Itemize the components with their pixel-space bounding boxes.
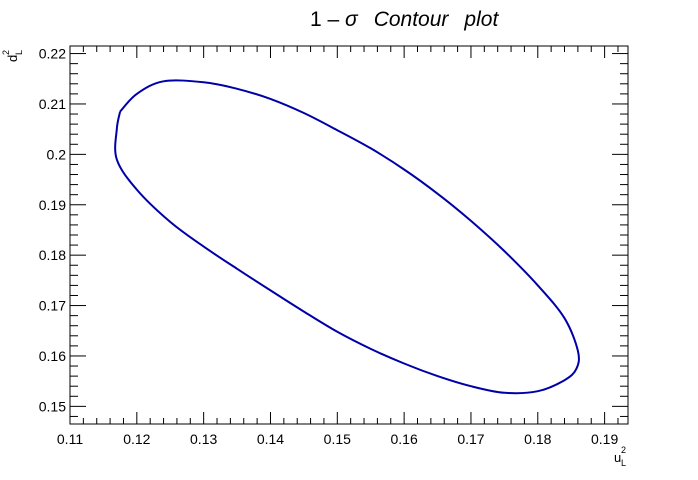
chart-title: 1 – σ Contour plot [310,8,499,31]
x-tick-label: 0.17 [457,431,484,447]
x-tick-labels: 0.11 0.12 0.13 0.14 0.15 0.16 0.17 0.18 0.19 [57,431,619,447]
x-tick-label: 0.19 [591,431,618,447]
series-layer [114,79,580,395]
x-tick-label: 0.18 [524,431,551,447]
y-axis-label: d 2 L [1,50,24,62]
y-tick-labels: 0.15 0.16 0.17 0.18 0.19 0.2 0.21 0.22 [39,46,66,415]
y-tick-label: 0.16 [39,348,66,364]
svg-text:2: 2 [1,50,11,55]
x-tick-label: 0.11 [57,431,83,447]
y-axis-ticks [70,53,628,417]
svg-text:2: 2 [621,445,626,455]
x-axis-ticks [69,46,619,424]
x-tick-label: 0.13 [190,431,217,447]
x-tick-label: 0.14 [257,431,284,447]
x-tick-label: 0.16 [391,431,418,447]
svg-text:d: d [5,55,20,62]
y-tick-label: 0.21 [39,96,66,112]
y-tick-label: 0.15 [39,398,66,414]
y-tick-label: 0.2 [47,146,67,162]
svg-text:L: L [14,50,24,55]
y-tick-label: 0.17 [39,298,66,314]
x-tick-label: 0.12 [123,431,150,447]
plot-area [69,45,629,425]
x-tick-label: 0.15 [324,431,351,447]
x-axis-label: u 2 L [614,445,626,468]
contour-line [114,79,580,395]
y-tick-label: 0.22 [39,46,66,62]
y-tick-label: 0.18 [39,247,66,263]
y-tick-label: 0.19 [39,197,66,213]
svg-text:u: u [614,450,621,465]
svg-text:L: L [621,458,626,468]
